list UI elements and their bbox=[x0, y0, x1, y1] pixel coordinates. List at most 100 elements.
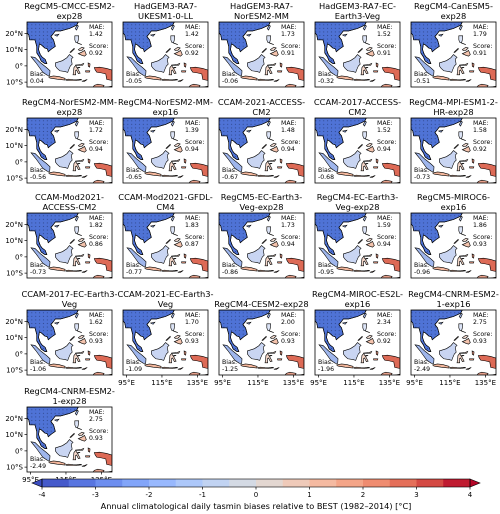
map-panel: MAE:1.83 Score:0.87 Bias:-0.77 bbox=[122, 212, 209, 279]
lon-tick-label: 135°E bbox=[379, 379, 400, 387]
stat-value: 0.92 bbox=[377, 338, 391, 345]
stat-label: MAE: bbox=[473, 24, 489, 31]
lat-tick-label: 10°S bbox=[6, 464, 23, 472]
map-panel: MAE:1.48 Score:0.94 Bias:-0.67 bbox=[218, 117, 305, 184]
stat-label: Bias: bbox=[222, 167, 237, 174]
colorbar-tick-label: 4 bbox=[468, 491, 473, 499]
stat-label: Score: bbox=[185, 234, 204, 241]
panel-title: CCAM-2017-ACCESS-CM2 bbox=[313, 97, 402, 117]
stat-value: 2.75 bbox=[89, 416, 103, 423]
lat-tick-label: 10°S bbox=[6, 175, 23, 183]
stat-value: 0.04 bbox=[30, 78, 44, 85]
stat-label: Bias: bbox=[126, 359, 141, 366]
map-frame bbox=[218, 117, 305, 184]
lat-tick-label: 20°N bbox=[5, 318, 23, 326]
stat-value: -0.51 bbox=[414, 78, 430, 85]
panel-title: RegCM4-NorESM2-MM-exp28 bbox=[22, 97, 117, 117]
stat-label: Bias: bbox=[126, 71, 141, 78]
stat-label: MAE: bbox=[89, 24, 105, 31]
stat-value: -0.67 bbox=[222, 174, 238, 181]
stat-value: 1.62 bbox=[89, 319, 103, 326]
stat-value: 0.93 bbox=[473, 241, 487, 248]
colorbar-segment bbox=[282, 479, 310, 487]
map-frame bbox=[314, 21, 401, 88]
stat-label: Bias: bbox=[318, 71, 333, 78]
stat-value: -0.32 bbox=[318, 78, 334, 85]
colorbar-segment bbox=[416, 479, 444, 487]
stat-label: Bias: bbox=[30, 262, 45, 269]
lon-tick-label: 115°E bbox=[343, 379, 364, 387]
stat-value: 1.86 bbox=[473, 222, 487, 229]
stat-label: Bias: bbox=[30, 456, 45, 463]
stat-value: 0.94 bbox=[89, 146, 103, 153]
lon-tick-label: 95°E bbox=[406, 379, 423, 387]
stat-label: MAE: bbox=[89, 120, 105, 127]
lat-tick-label: 20°N bbox=[5, 415, 23, 423]
colorbar-tick-label: -4 bbox=[39, 491, 47, 499]
stat-value: 0.94 bbox=[185, 146, 199, 153]
panel-title: RegCM5-MIROC6-exp16 bbox=[417, 192, 490, 212]
stat-label: MAE: bbox=[473, 120, 489, 127]
stat-value: 0.93 bbox=[473, 338, 487, 345]
panel-title: CCAM-Mod2021-GFDL-CM4 bbox=[118, 192, 213, 212]
stat-value: 0.93 bbox=[89, 435, 103, 442]
stat-label: MAE: bbox=[89, 409, 105, 416]
stat-value: 0.94 bbox=[281, 241, 295, 248]
stat-label: Bias: bbox=[222, 262, 237, 269]
map-frame bbox=[122, 117, 209, 184]
lat-tick-label: 10°N bbox=[5, 431, 23, 439]
stat-label: Bias: bbox=[222, 359, 237, 366]
stat-value: 0.94 bbox=[377, 241, 391, 248]
panel-title: RegCM4-MPI-ESM1-2-HR-exp28 bbox=[409, 97, 498, 117]
stat-label: MAE: bbox=[377, 24, 393, 31]
panel-title: CCAM-2017-EC-Earth3-Veg bbox=[21, 289, 118, 309]
stat-value: -2.49 bbox=[30, 463, 46, 470]
map-frame bbox=[314, 117, 401, 184]
colorbar-segment bbox=[122, 479, 150, 487]
map-panel: MAE:1.70 Score:0.93 Bias:-1.09 95°E 115°E 135… bbox=[118, 309, 209, 387]
stat-label: Bias: bbox=[414, 359, 429, 366]
colorbar-segment bbox=[443, 479, 471, 487]
colorbar: -4 -3 -2 -1 0 1 2 3 4 Annual climatological daily… bbox=[31, 478, 481, 511]
stat-label: Bias: bbox=[414, 167, 429, 174]
stat-value: 1.73 bbox=[281, 222, 295, 229]
map-frame bbox=[122, 21, 209, 88]
lat-tick-label: 10°N bbox=[5, 142, 23, 150]
stat-value: -2.49 bbox=[414, 366, 430, 373]
stat-label: Score: bbox=[377, 331, 396, 338]
stat-value: 0.94 bbox=[281, 146, 295, 153]
panel-title: RegCM5-EC-Earth3-Veg-exp28 bbox=[220, 192, 303, 212]
map-frame bbox=[26, 21, 113, 88]
colorbar-segment bbox=[256, 479, 284, 487]
stat-value: 1.42 bbox=[185, 31, 199, 38]
stat-value: 0.94 bbox=[377, 146, 391, 153]
stat-label: Bias: bbox=[222, 71, 237, 78]
stat-value: -0.65 bbox=[126, 174, 142, 181]
panel-title: CCAM-2021-ACCESS-CM2 bbox=[217, 97, 306, 117]
lat-tick-label: 10°N bbox=[5, 237, 23, 245]
stat-label: MAE: bbox=[281, 312, 297, 319]
stat-label: Score: bbox=[377, 139, 396, 146]
stat-label: Bias: bbox=[318, 262, 333, 269]
stat-value: 1.83 bbox=[185, 222, 199, 229]
stat-value: 2.75 bbox=[473, 319, 487, 326]
stat-value: -0.96 bbox=[414, 269, 430, 276]
stat-label: Bias: bbox=[318, 359, 333, 366]
map-panel: MAE:1.73 Score:0.91 Bias:-0.06 bbox=[218, 21, 305, 88]
stat-label: MAE: bbox=[185, 215, 201, 222]
stat-value: 2.34 bbox=[377, 319, 391, 326]
lon-tick-label: 95°E bbox=[310, 379, 327, 387]
panel-title: RegCM4-CNRM-ESM2-1-exp28 bbox=[24, 386, 115, 406]
map-frame bbox=[218, 309, 305, 376]
colorbar-segment bbox=[68, 479, 96, 487]
stat-label: MAE: bbox=[281, 24, 297, 31]
map-frame bbox=[314, 309, 401, 376]
stat-value: 0.92 bbox=[89, 50, 103, 57]
stat-label: Score: bbox=[185, 331, 204, 338]
map-frame bbox=[410, 117, 497, 184]
map-frame bbox=[218, 212, 305, 279]
map-panel: MAE:2.75 Score:0.93 Bias:-2.49 20°N 10°N 0° 10… bbox=[5, 406, 113, 484]
map-panel: MAE:2.34 Score:0.92 Bias:-1.96 95°E 115°E 135… bbox=[310, 309, 401, 387]
stat-value: 1.48 bbox=[281, 127, 295, 134]
